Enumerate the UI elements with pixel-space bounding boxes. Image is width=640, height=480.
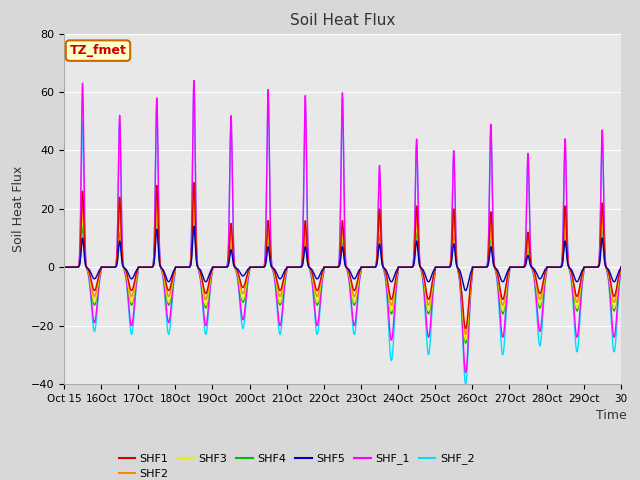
SHF2 <box>60 264 68 270</box>
SHF4 <box>216 264 223 270</box>
SHF3 <box>359 264 367 270</box>
SHF5 <box>216 264 223 270</box>
SHF3 <box>617 264 625 270</box>
SHF3 <box>190 200 198 206</box>
SHF1 <box>60 264 68 270</box>
SHF_1 <box>505 275 513 280</box>
SHF_1 <box>371 264 379 270</box>
Line: SHF4: SHF4 <box>64 215 621 343</box>
SHF5 <box>359 264 367 270</box>
SHF4 <box>461 340 469 346</box>
SHF2 <box>371 264 379 270</box>
SHF_2 <box>371 264 379 270</box>
Title: Soil Heat Flux: Soil Heat Flux <box>290 13 395 28</box>
SHF1 <box>359 264 367 270</box>
SHF4 <box>568 276 576 281</box>
SHF2 <box>216 264 223 270</box>
SHF1 <box>568 272 576 277</box>
SHF4 <box>60 264 68 270</box>
SHF3 <box>505 271 513 276</box>
Line: SHF3: SHF3 <box>64 203 621 340</box>
SHF2 <box>190 189 198 194</box>
SHF1 <box>371 264 379 270</box>
SHF3 <box>60 264 68 270</box>
SHF5 <box>371 264 379 270</box>
SHF2 <box>359 264 367 270</box>
SHF4 <box>617 264 625 270</box>
SHF1 <box>216 264 223 270</box>
SHF5 <box>60 264 68 270</box>
SHF2 <box>461 332 469 337</box>
SHF2 <box>584 264 591 270</box>
SHF_2 <box>216 264 223 270</box>
SHF_2 <box>461 381 469 387</box>
SHF_1 <box>359 264 367 270</box>
SHF3 <box>216 264 223 270</box>
SHF_2 <box>190 84 198 89</box>
SHF1 <box>617 264 625 270</box>
SHF_1 <box>568 282 576 288</box>
Line: SHF1: SHF1 <box>64 182 621 328</box>
SHF5 <box>584 264 591 270</box>
Line: SHF2: SHF2 <box>64 192 621 335</box>
SHF_1 <box>461 370 469 375</box>
SHF4 <box>371 264 379 270</box>
SHF2 <box>505 270 513 276</box>
SHF3 <box>371 264 379 270</box>
SHF_2 <box>60 264 68 270</box>
Line: SHF_2: SHF_2 <box>64 86 621 384</box>
SHF_1 <box>190 78 198 84</box>
SHF_1 <box>216 264 223 270</box>
SHF3 <box>584 264 591 270</box>
Legend: SHF1, SHF2, SHF3, SHF4, SHF5, SHF_1, SHF_2: SHF1, SHF2, SHF3, SHF4, SHF5, SHF_1, SHF… <box>114 449 479 480</box>
SHF5 <box>190 224 198 229</box>
SHF_1 <box>60 264 68 270</box>
Y-axis label: Soil Heat Flux: Soil Heat Flux <box>12 166 25 252</box>
SHF_1 <box>584 264 591 270</box>
SHF5 <box>568 268 576 274</box>
Line: SHF_1: SHF_1 <box>64 81 621 372</box>
SHF_2 <box>617 264 625 270</box>
SHF2 <box>617 264 625 270</box>
Text: Time: Time <box>596 408 627 421</box>
SHF3 <box>461 337 469 343</box>
SHF1 <box>461 325 469 331</box>
SHF_2 <box>359 264 367 270</box>
SHF1 <box>584 264 591 270</box>
SHF4 <box>505 271 513 277</box>
SHF5 <box>617 264 625 270</box>
SHF4 <box>584 264 591 270</box>
SHF3 <box>568 275 576 280</box>
Line: SHF5: SHF5 <box>64 227 621 290</box>
SHF4 <box>359 264 367 270</box>
SHF1 <box>190 180 198 185</box>
SHF5 <box>505 266 513 272</box>
SHF_2 <box>568 286 576 291</box>
SHF_2 <box>584 264 591 270</box>
SHF1 <box>505 269 513 275</box>
SHF2 <box>568 273 576 279</box>
SHF_2 <box>505 277 513 283</box>
Text: TZ_fmet: TZ_fmet <box>70 44 127 57</box>
SHF4 <box>190 212 198 217</box>
SHF_1 <box>617 264 625 270</box>
SHF5 <box>461 288 469 293</box>
